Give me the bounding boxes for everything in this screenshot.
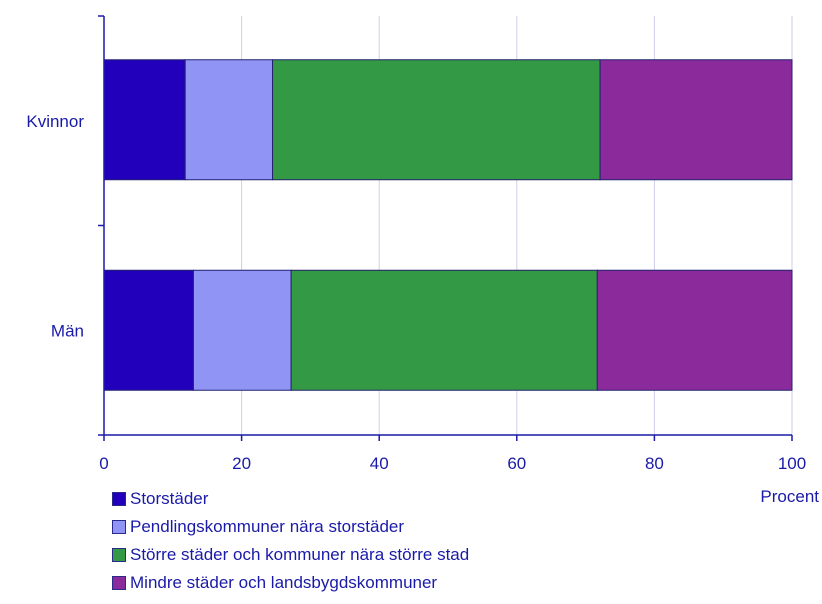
x-tick-label-20: 20 [232,454,251,473]
bar-kvinnor-series-3 [599,59,793,181]
legend-item: Större städer och kommuner nära större s… [112,541,469,569]
category-labels: Kvinnor Män [26,112,84,341]
legend-item: Storstäder [112,485,469,513]
bar-kvinnor-series-2 [272,59,601,181]
x-tick-label-40: 40 [370,454,389,473]
bar-kvinnor-series-0 [103,59,186,181]
legend-label: Större städer och kommuner nära större s… [130,545,470,564]
legend-swatch [112,520,126,534]
x-tick-label-80: 80 [645,454,664,473]
legend-item: Mindre städer och landsbygdskommuner [112,569,469,597]
legend-swatch [112,548,126,562]
x-tick-labels: 0 20 40 60 80 100 [99,454,806,473]
bar-kvinnor-series-1 [184,59,274,181]
category-label-män: Män [51,321,84,340]
legend-swatch [112,492,126,506]
legend-swatch [112,576,126,590]
legend-label: Mindre städer och landsbygdskommuner [130,573,438,592]
legend-label: Storstäder [130,489,209,508]
bars [103,59,793,391]
bar-män-series-3 [596,269,793,391]
legend-item: Pendlingskommuner nära storstäder [112,513,469,541]
bar-män-series-2 [290,269,598,391]
category-label-kvinnor: Kvinnor [26,112,84,131]
x-tick-label-0: 0 [99,454,108,473]
legend-label: Pendlingskommuner nära storstäder [130,517,405,536]
legend: Storstäder Pendlingskommuner nära storstä… [112,485,469,597]
x-tick-label-100: 100 [778,454,806,473]
axes [98,15,793,441]
x-tick-label-60: 60 [507,454,526,473]
bar-män-series-0 [103,269,194,391]
bar-män-series-1 [192,269,292,391]
x-axis-title: Procent [760,487,819,506]
